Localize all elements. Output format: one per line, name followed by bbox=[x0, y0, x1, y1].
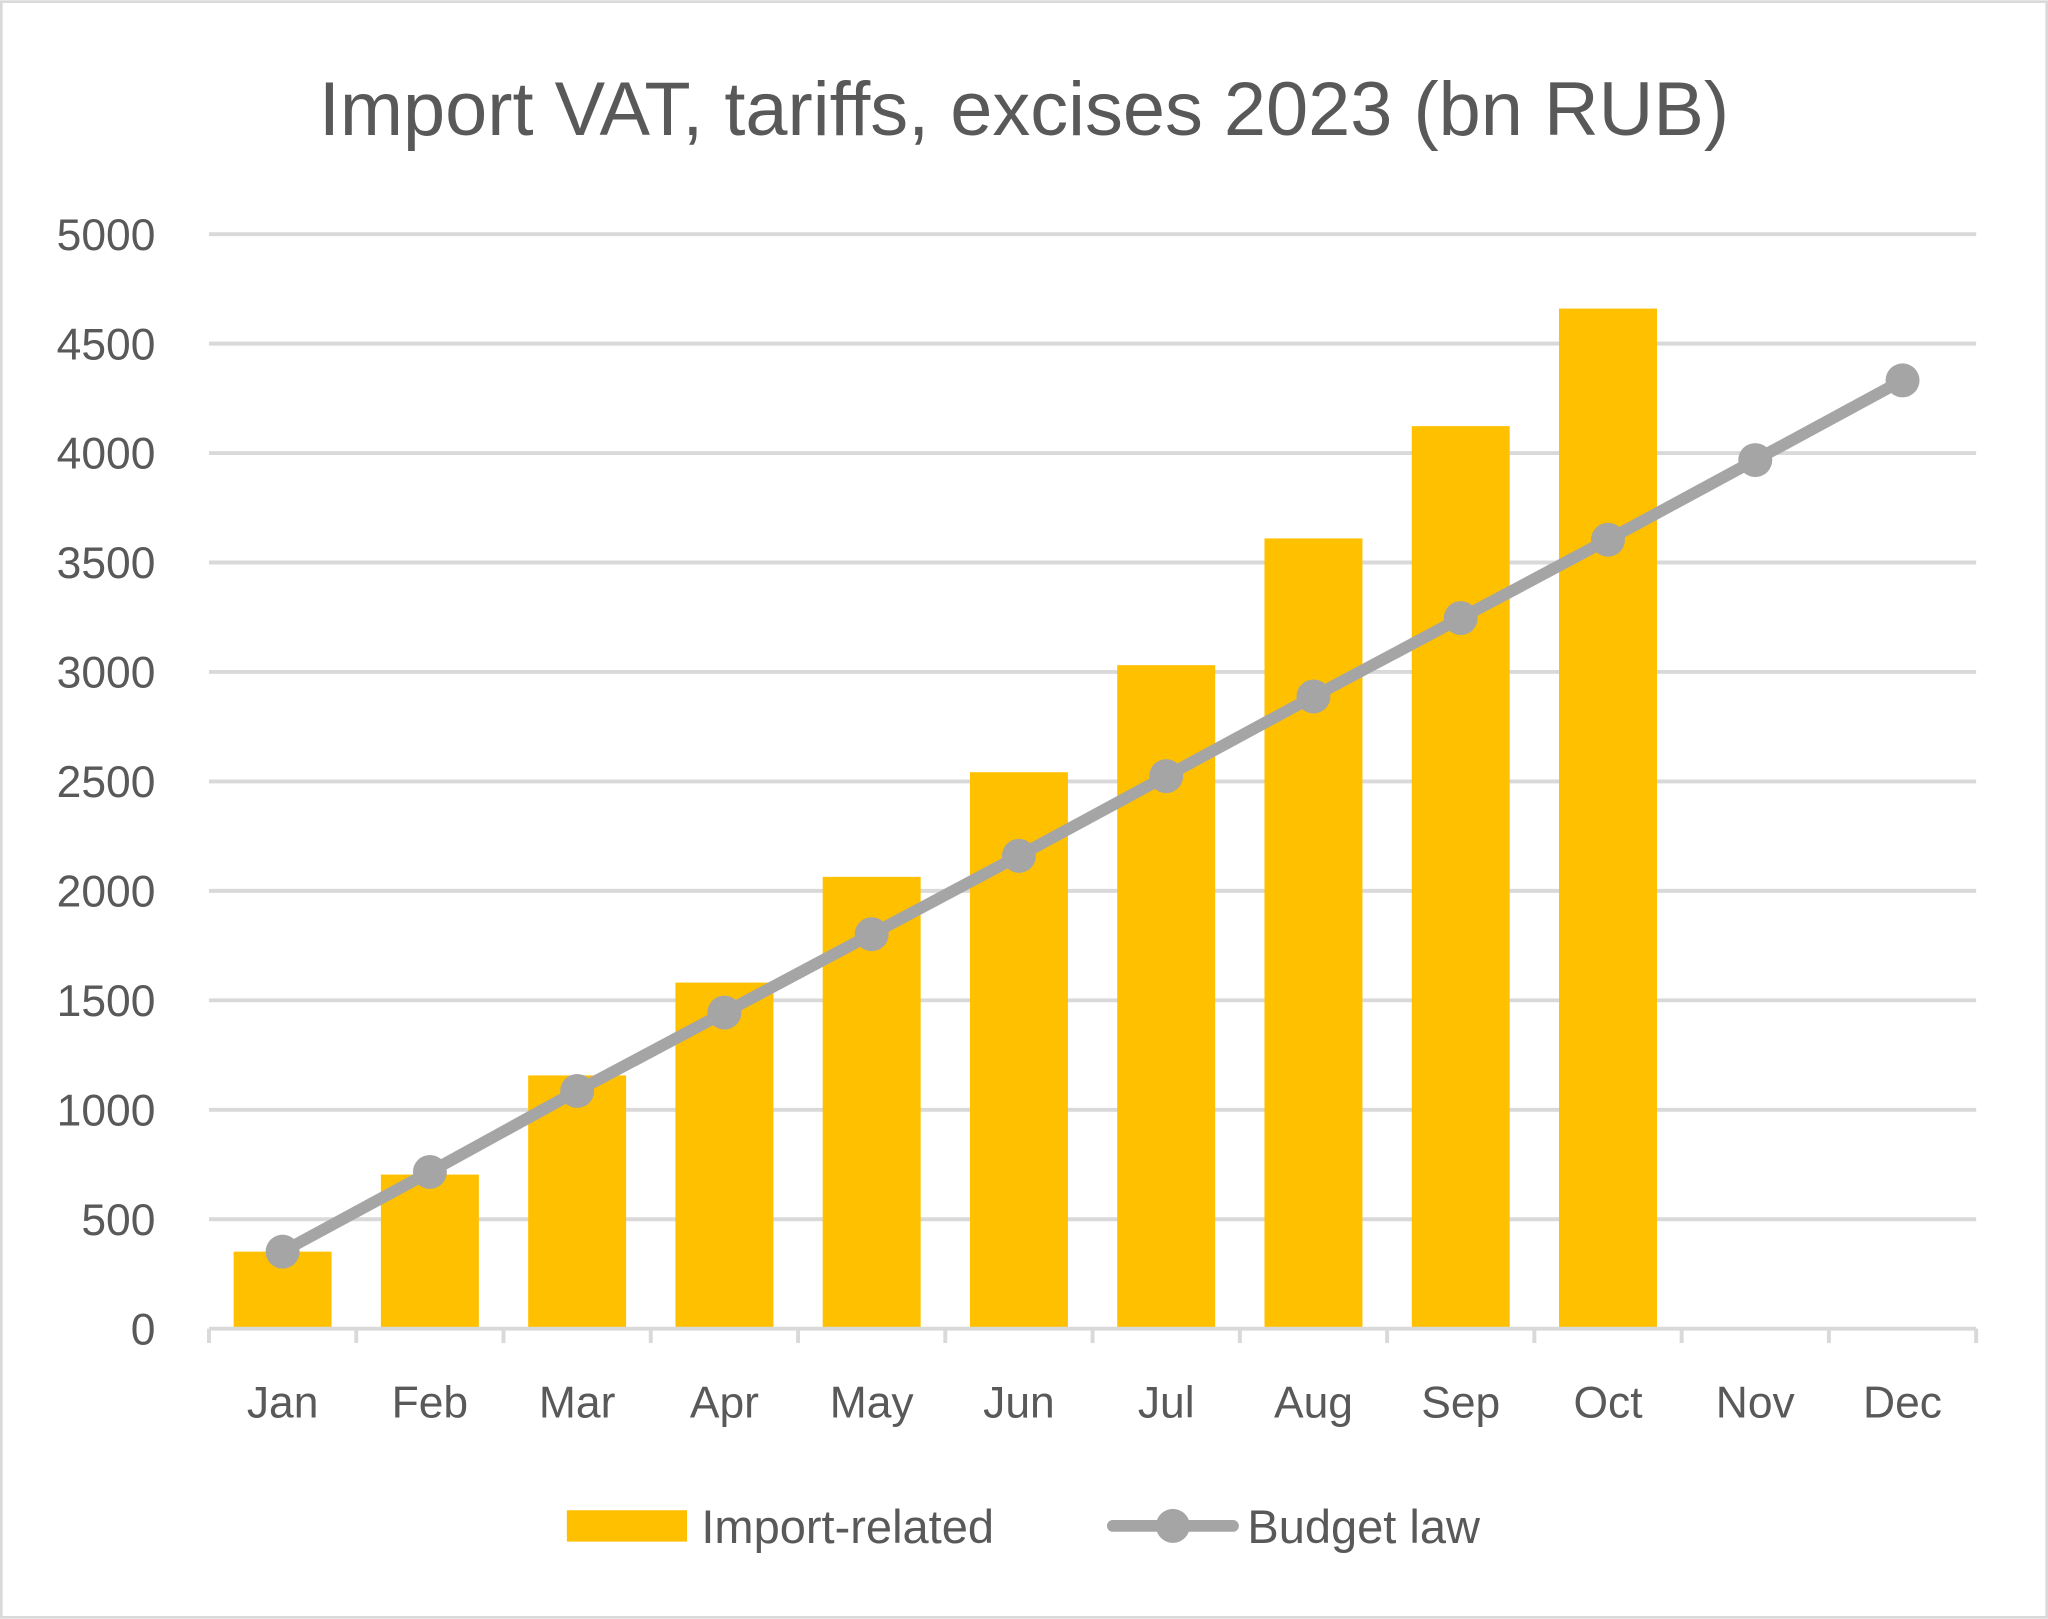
x-tick-label: Nov bbox=[1716, 1379, 1796, 1428]
x-tick-label: Dec bbox=[1863, 1379, 1942, 1428]
y-tick-label: 2500 bbox=[57, 758, 156, 807]
y-tick-label: 500 bbox=[81, 1196, 155, 1245]
x-tick-label: Sep bbox=[1421, 1379, 1500, 1428]
y-tick-label: 1500 bbox=[57, 977, 156, 1026]
y-tick-label: 2000 bbox=[57, 868, 156, 917]
x-tick-label: May bbox=[830, 1379, 915, 1428]
budget-law-point-jul bbox=[1149, 759, 1184, 794]
bar-import-related-apr bbox=[675, 982, 774, 1329]
x-tick-label: Oct bbox=[1573, 1379, 1643, 1428]
y-tick-label: 4000 bbox=[57, 430, 156, 479]
y-tick-label: 3000 bbox=[57, 649, 156, 698]
budget-law-point-aug bbox=[1296, 679, 1331, 714]
x-tick-label: Jan bbox=[247, 1379, 319, 1428]
legend: Import-related Budget law bbox=[566, 1500, 1481, 1553]
budget-law-point-dec bbox=[1885, 363, 1920, 398]
y-tick-label: 5000 bbox=[57, 211, 156, 260]
budget-law-point-apr bbox=[707, 995, 742, 1030]
legend-swatch-import-related bbox=[566, 1510, 688, 1542]
budget-law-point-jan bbox=[265, 1234, 300, 1269]
bar-import-related-sep bbox=[1411, 426, 1510, 1329]
x-tick-label: Aug bbox=[1274, 1379, 1353, 1428]
budget-law-point-jun bbox=[1001, 838, 1036, 873]
x-tick-label: Apr bbox=[690, 1379, 759, 1428]
legend-label-budget-law: Budget law bbox=[1247, 1500, 1481, 1553]
legend-label-import-related: Import-related bbox=[701, 1500, 994, 1553]
y-tick-label: 4500 bbox=[57, 320, 156, 369]
budget-law-line bbox=[279, 375, 1906, 1257]
bar-import-related-feb bbox=[380, 1174, 479, 1329]
legend-swatch-budget-law-marker bbox=[1155, 1508, 1190, 1543]
bar-import-related-oct bbox=[1559, 308, 1657, 1329]
y-tick-label: 1000 bbox=[57, 1086, 156, 1135]
budget-law-point-mar bbox=[560, 1073, 595, 1108]
budget-law-point-sep bbox=[1443, 601, 1478, 636]
bar-import-related-aug bbox=[1264, 538, 1363, 1329]
budget-law-point-nov bbox=[1738, 443, 1773, 478]
x-tick-label: Jul bbox=[1138, 1379, 1195, 1428]
budget-law-point-oct bbox=[1591, 522, 1625, 557]
x-tick-label: Jun bbox=[983, 1379, 1055, 1428]
y-tick-label: 3500 bbox=[57, 539, 156, 588]
y-tick-label: 0 bbox=[131, 1305, 156, 1354]
x-tick-label: Feb bbox=[392, 1379, 469, 1428]
bar-import-related-mar bbox=[528, 1075, 627, 1329]
budget-law-point-feb bbox=[412, 1154, 447, 1189]
x-tick-label: Mar bbox=[539, 1379, 616, 1428]
budget-law-point-may bbox=[854, 917, 889, 952]
chart-title: Import VAT, tariffs, excises 2023 (bn RU… bbox=[319, 67, 1729, 152]
